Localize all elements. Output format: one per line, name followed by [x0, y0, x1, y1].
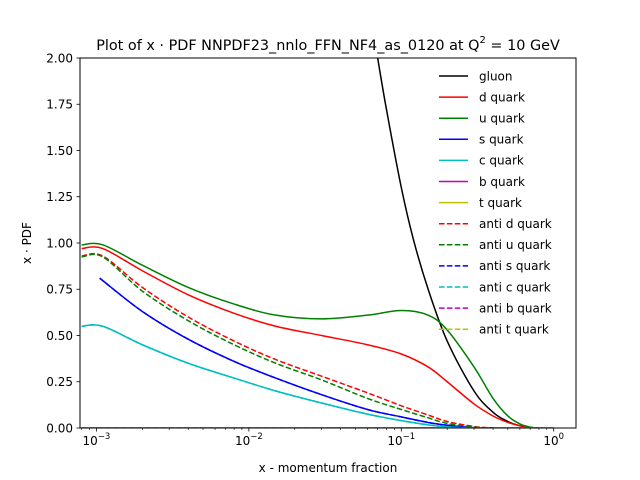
legend-label: anti u quark — [479, 238, 552, 252]
x-tick-label: 10−2 — [235, 432, 263, 448]
x-axis-label: x - momentum fraction — [259, 461, 398, 475]
series-line-u-quark — [81, 242, 540, 428]
legend-label: d quark — [479, 90, 525, 104]
chart-title-superscript: 2 — [479, 35, 485, 46]
legend-label: anti s quark — [479, 259, 550, 273]
y-tick-label: 0.00 — [46, 421, 73, 435]
x-tick-label: 10−1 — [387, 432, 415, 448]
series-line-anti-s-quark — [99, 277, 475, 428]
chart-title: Plot of x · PDF NNPDF23_nnlo_FFN_NF4_as_… — [96, 35, 560, 54]
series-line-c-quark — [81, 324, 475, 428]
y-tick-label: 2.00 — [46, 51, 73, 65]
legend-label: c quark — [479, 154, 524, 168]
y-tick-label: 1.00 — [46, 236, 73, 250]
legend-label: anti c quark — [479, 280, 551, 294]
legend-label: anti t quark — [479, 323, 549, 337]
y-tick-label: 0.75 — [46, 283, 73, 297]
y-tick-label: 1.75 — [46, 98, 73, 112]
legend-label: anti b quark — [479, 301, 552, 315]
series-line-anti-u-quark — [81, 253, 494, 428]
series-line-gluon — [376, 58, 539, 428]
series-line-anti-c-quark — [81, 324, 475, 428]
series-line-anti-d-quark — [81, 252, 494, 428]
x-axis-ticks: 10−3 10−2 10−1 100 — [81, 428, 564, 448]
y-tick-label: 0.50 — [46, 329, 73, 343]
chart-title-main: Plot of x · PDF NNPDF23_nnlo_FFN_NF4_as_… — [96, 38, 479, 54]
x-tick-label: 100 — [543, 432, 564, 448]
plot-lines — [81, 58, 554, 428]
legend: gluon d quark u quark s quark c quark b quark… — [439, 69, 552, 337]
y-axis-label: x · PDF — [20, 222, 34, 264]
legend-label: u quark — [479, 112, 525, 126]
y-tick-label: 0.25 — [46, 375, 73, 389]
legend-label: anti d quark — [479, 217, 552, 231]
y-tick-label: 1.25 — [46, 190, 73, 204]
legend-label: b quark — [479, 175, 525, 189]
y-tick-label: 1.50 — [46, 144, 73, 158]
y-axis-ticks: 0.00 0.25 0.50 0.75 1.00 1.25 1.50 1.75 2.00 — [46, 51, 80, 435]
legend-label: gluon — [479, 69, 513, 83]
series-line-d-quark — [81, 246, 539, 428]
legend-label: s quark — [479, 133, 524, 147]
chart-title-suffix: = 10 GeV — [486, 38, 560, 54]
x-tick-label: 10−3 — [83, 432, 111, 448]
legend-label: t quark — [479, 196, 522, 210]
